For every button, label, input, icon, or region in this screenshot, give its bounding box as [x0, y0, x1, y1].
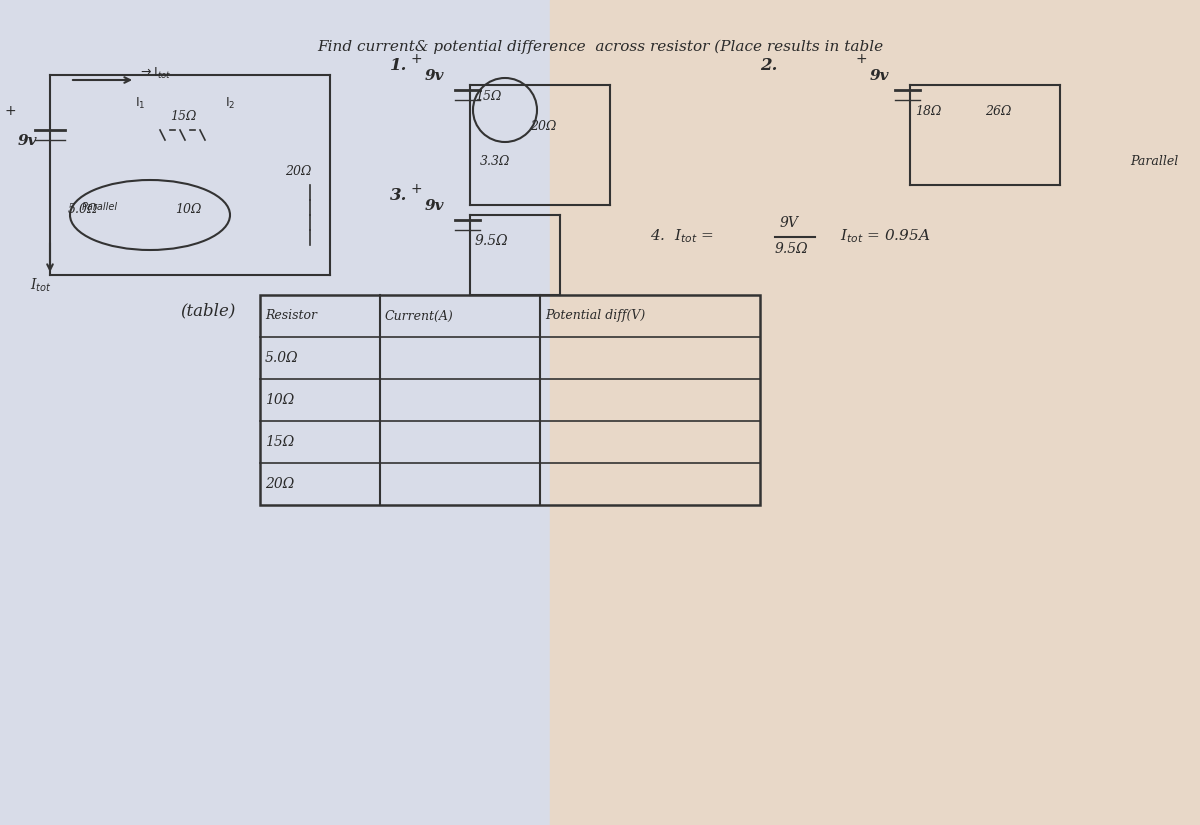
Text: 20Ω: 20Ω [530, 120, 557, 133]
Text: +: + [856, 52, 866, 66]
Text: $\rightarrow$I$_{tot}$: $\rightarrow$I$_{tot}$ [138, 66, 172, 81]
Bar [260, 295, 760, 505]
Text: Parallel: Parallel [1130, 155, 1178, 168]
Text: +: + [410, 182, 421, 196]
Text: 10Ω: 10Ω [265, 393, 294, 407]
Text: 26Ω: 26Ω [985, 105, 1012, 118]
Text: 18Ω: 18Ω [916, 105, 941, 118]
Text: 9V: 9V [780, 216, 799, 230]
Text: I$_2$: I$_2$ [226, 96, 235, 111]
Bar [550, 0, 1200, 825]
Text: 5.0Ω: 5.0Ω [68, 203, 98, 216]
Text: 15Ω: 15Ω [170, 110, 197, 123]
Text: (table): (table) [180, 302, 235, 319]
Text: I$_{tot}$: I$_{tot}$ [30, 277, 52, 295]
Bar [0, 0, 550, 825]
Text: 2.: 2. [760, 57, 778, 74]
Text: 9v: 9v [870, 69, 889, 83]
Text: 3.: 3. [390, 187, 407, 204]
Text: 9v: 9v [18, 134, 37, 148]
Text: +: + [5, 104, 17, 118]
Text: 5.0Ω: 5.0Ω [265, 351, 299, 365]
Text: Find current& potential difference  across resistor (Place results in table: Find current& potential difference acros… [317, 40, 883, 54]
Text: Parallel: Parallel [82, 202, 118, 212]
Text: 4.  I$_{tot}$ =: 4. I$_{tot}$ = [650, 227, 714, 245]
Text: 9.5Ω: 9.5Ω [475, 234, 509, 248]
Text: I$_{tot}$ = 0.95A: I$_{tot}$ = 0.95A [840, 227, 930, 245]
Text: 20Ω: 20Ω [286, 165, 311, 178]
Text: 9.5Ω: 9.5Ω [775, 242, 809, 256]
Text: 15Ω: 15Ω [475, 90, 502, 103]
Text: I$_1$: I$_1$ [134, 96, 145, 111]
Text: 9v: 9v [425, 69, 444, 83]
Text: Current(A): Current(A) [385, 309, 454, 323]
Text: Resistor: Resistor [265, 309, 317, 323]
Text: Potential diff(V): Potential diff(V) [545, 309, 646, 323]
Text: +: + [410, 52, 421, 66]
Text: 9v: 9v [425, 199, 444, 213]
Text: 1.: 1. [390, 57, 407, 74]
Text: 20Ω: 20Ω [265, 477, 294, 491]
Text: 10Ω: 10Ω [175, 203, 202, 216]
Text: 3.3Ω: 3.3Ω [480, 155, 510, 168]
Text: 15Ω: 15Ω [265, 435, 294, 449]
